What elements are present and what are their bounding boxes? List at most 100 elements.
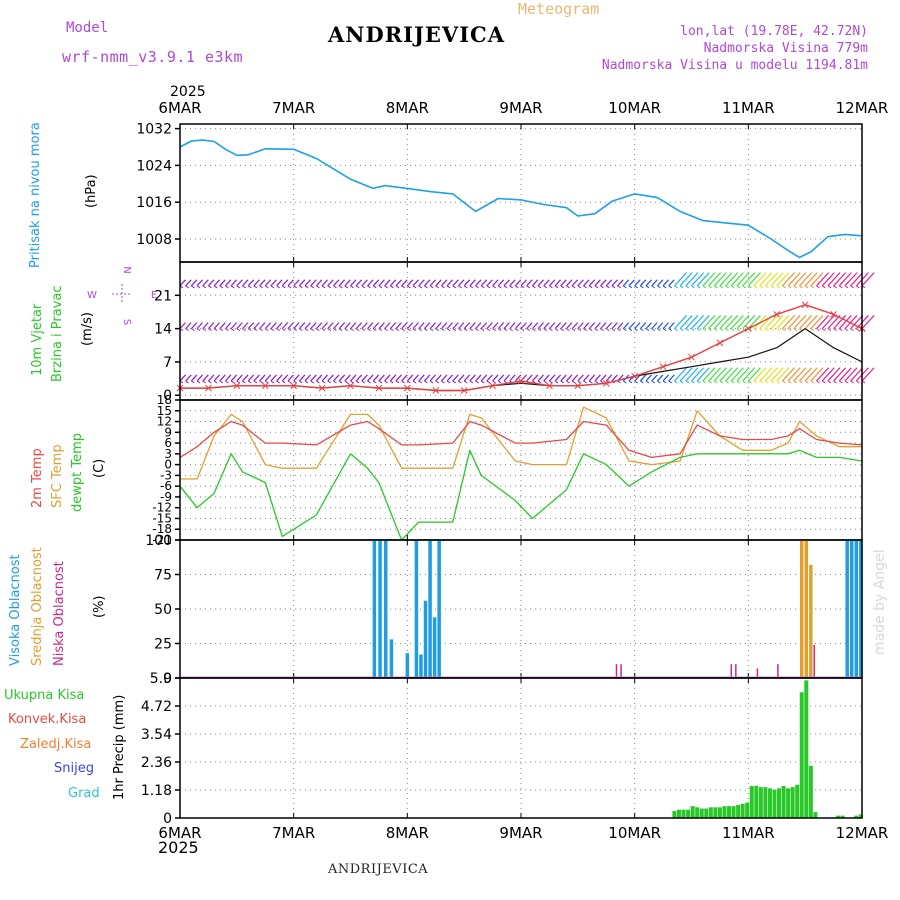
cloud-bar-0 [383,540,388,678]
precip-bar [745,802,750,818]
wind-barb [196,279,203,287]
wind-barb-tail [486,380,491,384]
wind-barb-tail [338,285,343,289]
wind-barb [566,322,573,330]
wind-barb-tail [776,328,781,332]
wind-barb-tail [685,328,690,332]
wind-barb-tail [509,328,513,332]
precip-bar [840,815,845,818]
wind-barb-tail [191,328,195,332]
wind-barb-tail [674,285,678,289]
wind-barb-tail [458,328,462,332]
wind-barb [435,322,442,330]
wind-barb-tail [679,380,684,384]
y-label-temperature-6: 6 [164,436,172,450]
wind-barb [219,279,226,287]
wind-barb [674,367,687,382]
wind-barb [259,279,266,287]
wind-barb [315,322,323,330]
wind-barb-tail [617,285,621,289]
wind-barb-tail [219,380,224,384]
wind-barb-tail [299,380,303,384]
wind-barb-tail [640,380,644,384]
wind-barb-tail [753,328,758,332]
wind-barb [588,322,596,330]
wind-barb [679,272,693,287]
y-label-temperature--3: -3 [160,468,172,482]
wind-barb [304,374,311,382]
wind-barb [531,322,539,330]
wind-barb-tail [725,285,729,289]
wind-barb-tail [407,380,411,384]
wind-barb-tail [623,285,627,289]
wind-barb [458,279,465,287]
wind-barb [327,279,334,287]
wind-barb-tail [435,328,440,332]
wind-barb [560,374,567,382]
wind-barb [202,279,209,287]
wind-barb [509,374,516,382]
wind-barb-tail [452,380,457,384]
wind-barb [276,322,283,330]
wind-barb [270,322,277,330]
wind-barb [844,367,858,382]
wind-barb [526,322,533,330]
wind-barb-tail [588,380,593,384]
wind-barb-tail [185,285,189,289]
panel-frame-precipitation [179,677,863,819]
wind-barb [514,279,522,287]
y-label-temperature-12: 12 [157,415,172,429]
wind-barb-tail [833,380,837,384]
wind-speed-marker [546,382,553,390]
wind-barb [253,279,260,287]
precip-bar [758,787,763,818]
wind-barb-tail [424,380,428,384]
wind-barb [423,279,431,287]
wind-barb-tail [651,285,655,289]
wind-barb [787,315,801,330]
wind-barb-tail [259,285,263,289]
precip-bar [713,807,718,818]
wind-barb [543,279,550,287]
wind-barb-tail [259,328,263,332]
cloud-bar-0 [423,600,428,678]
wind-barb-tail [583,285,587,289]
wind-barb [492,374,499,382]
wind-barb [344,279,351,287]
wind-barb-tail [196,285,201,289]
wind-barb-tail [304,380,309,384]
wind-barb-tail [418,328,422,332]
wind-barb [469,374,476,382]
cloud-bar-1 [809,564,813,678]
wind-barb-tail [276,380,280,384]
wind-barb [753,272,767,287]
precip-bar [681,809,686,818]
wind-barb [503,374,510,382]
cloud-bar-0 [859,540,863,678]
wind-barb [844,272,858,287]
wind-barb-tail [776,285,781,289]
wind-barb [384,374,391,382]
wind-barb-tail [827,285,832,289]
wind-barb [321,374,329,382]
wind-barb [367,279,374,287]
wind-barb [662,374,670,382]
legend-zaledj-kisa: Zaledj.Kisa [20,737,92,752]
wind-barb [236,279,243,287]
wind-barb-tail [497,380,502,384]
y-label-precipitation-4p72: 4.72 [141,699,172,715]
wind-barb [799,367,813,382]
y-label-temperature--15: -15 [152,511,172,525]
wind-barb [401,374,408,382]
wind-barb-tail [475,380,479,384]
wind-barb [463,322,471,330]
y-label-precipitation-0: 0 [163,811,172,827]
wind-barb [730,315,744,330]
wind-speed-marker [318,384,326,392]
wind-barb-tail [719,285,724,289]
wind-barb-tail [196,380,201,384]
wind-barb-tail [605,285,610,289]
wind-barb [742,272,756,287]
wind-barb [543,374,550,382]
wind-barb-tail [554,328,559,332]
